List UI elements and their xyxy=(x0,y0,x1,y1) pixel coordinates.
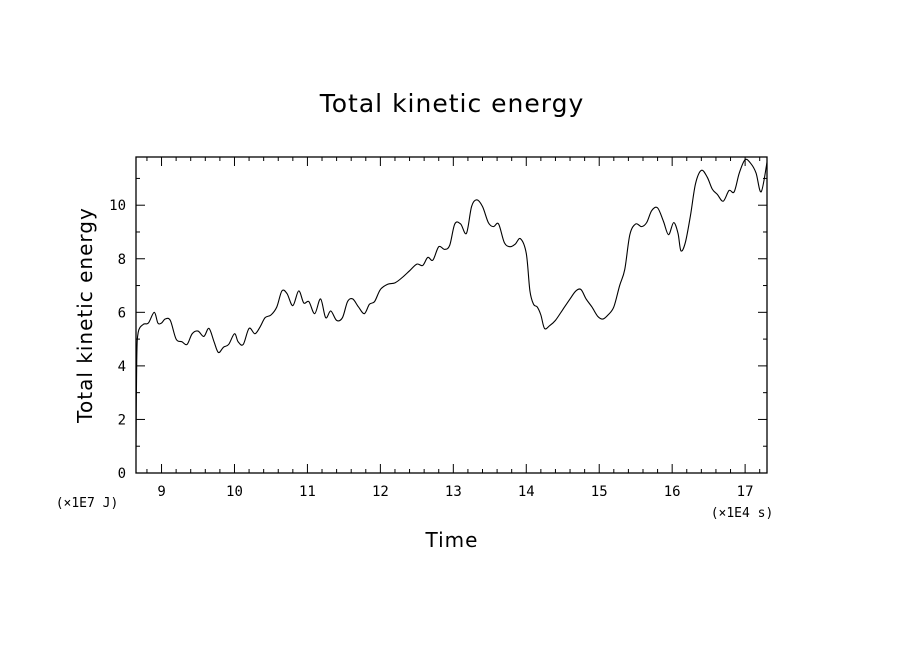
tick-labels: 9 10 11 12 13 14 15 16 17 0 2 4 6 8 10 xyxy=(109,198,753,500)
y-tick-label: 8 xyxy=(118,252,126,268)
y-tick-label: 2 xyxy=(118,412,126,428)
y-tick-label: 10 xyxy=(109,198,126,214)
y-tick-label: 4 xyxy=(118,359,126,375)
x-tick-label: 14 xyxy=(518,484,535,500)
x-tick-label: 12 xyxy=(372,484,389,500)
x-tick-label: 10 xyxy=(226,484,243,500)
y-tick-label: 6 xyxy=(118,305,126,321)
x-tick-label: 13 xyxy=(445,484,462,500)
x-tick-label: 16 xyxy=(664,484,681,500)
axis-ticks xyxy=(136,157,767,474)
x-tick-label: 11 xyxy=(299,484,316,500)
x-tick-label: 9 xyxy=(157,484,165,500)
plot-frame xyxy=(135,156,768,474)
y-axis-title: Total kinetic energy xyxy=(73,207,97,424)
x-tick-label: 17 xyxy=(737,484,754,500)
y-axis-unit-label: (×1E7 J) xyxy=(56,496,119,511)
series-group xyxy=(136,158,767,449)
x-axis-unit-label: (×1E4 s) xyxy=(711,506,774,521)
series-line-0 xyxy=(136,158,767,449)
x-axis-title: Time xyxy=(425,528,479,552)
x-tick-label: 15 xyxy=(591,484,608,500)
y-tick-label: 0 xyxy=(118,466,126,482)
chart-title: Total kinetic energy xyxy=(319,89,585,118)
